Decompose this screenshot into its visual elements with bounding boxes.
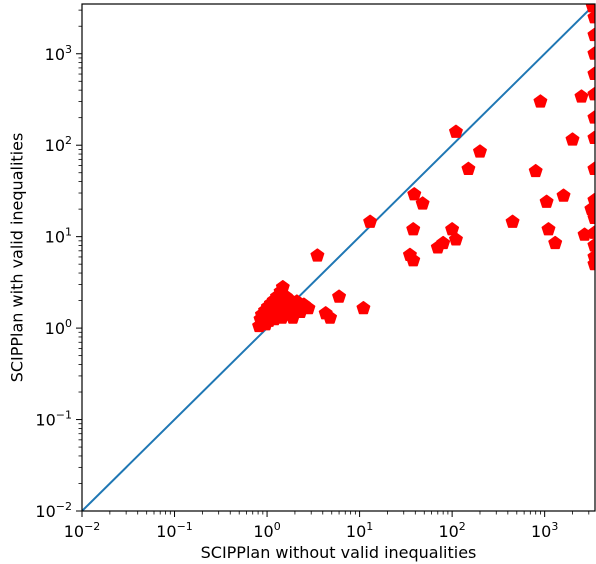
data-point [505, 214, 520, 228]
data-point [415, 196, 430, 210]
data-point [310, 248, 325, 262]
data-point [533, 94, 548, 108]
data-point [528, 163, 543, 178]
identity-line [82, 4, 595, 511]
data-point [332, 289, 346, 303]
data-point [323, 310, 338, 324]
y-tick-label: 101 [45, 226, 72, 247]
data-point [436, 235, 451, 250]
data-point [356, 300, 371, 315]
y-axis-label: SCIPPlan with valid inequalities [8, 133, 27, 383]
y-tick-label: 103 [45, 43, 72, 64]
data-point [539, 194, 554, 208]
data-point [565, 132, 580, 146]
data-points [252, 4, 595, 333]
x-axis-label: SCIPPlan without valid inequalities [201, 543, 477, 562]
axes-frame [81, 3, 596, 512]
data-point [574, 89, 589, 103]
x-tick-label: 100 [253, 520, 280, 541]
x-tick-label: 101 [346, 520, 373, 541]
data-point [406, 222, 421, 236]
x-tick-label: 102 [438, 520, 465, 541]
data-point [407, 187, 422, 201]
y-tick-label: 100 [45, 317, 72, 338]
data-point [449, 124, 463, 138]
data-point [473, 144, 487, 158]
y-tick-label: 102 [45, 134, 72, 155]
x-tick-label: 103 [531, 520, 558, 541]
data-point [445, 222, 460, 236]
data-point [548, 235, 563, 250]
data-point [301, 300, 316, 315]
data-point [449, 232, 463, 246]
x-tick-label: 10−2 [64, 520, 101, 541]
y-tick-label: 10−2 [35, 500, 72, 521]
data-point [363, 214, 378, 228]
data-point [556, 188, 571, 202]
data-point [541, 222, 556, 236]
y-tick-label: 10−1 [35, 409, 72, 430]
data-point [406, 253, 421, 267]
axes: 10−2 10−1 100 101 102 103 10−2 10−1 100 101 102 103 [35, 3, 596, 541]
plot-content [82, 4, 595, 511]
data-point [461, 161, 476, 175]
x-tick-label: 10−1 [156, 520, 193, 541]
